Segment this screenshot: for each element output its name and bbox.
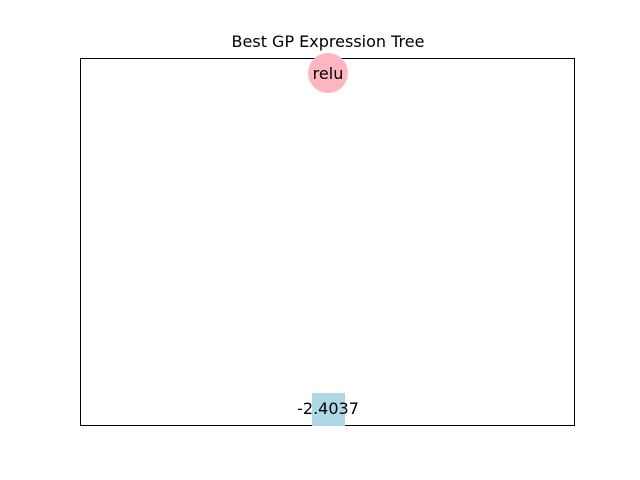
- chart-title: Best GP Expression Tree: [231, 32, 425, 51]
- tree-node-relu: relu: [308, 53, 348, 93]
- tree-node-constant-label: -2.4037: [297, 399, 359, 418]
- tree-node-relu-label: relu: [312, 63, 344, 83]
- tree-node-constant: [312, 393, 345, 426]
- plot-area: [80, 58, 575, 426]
